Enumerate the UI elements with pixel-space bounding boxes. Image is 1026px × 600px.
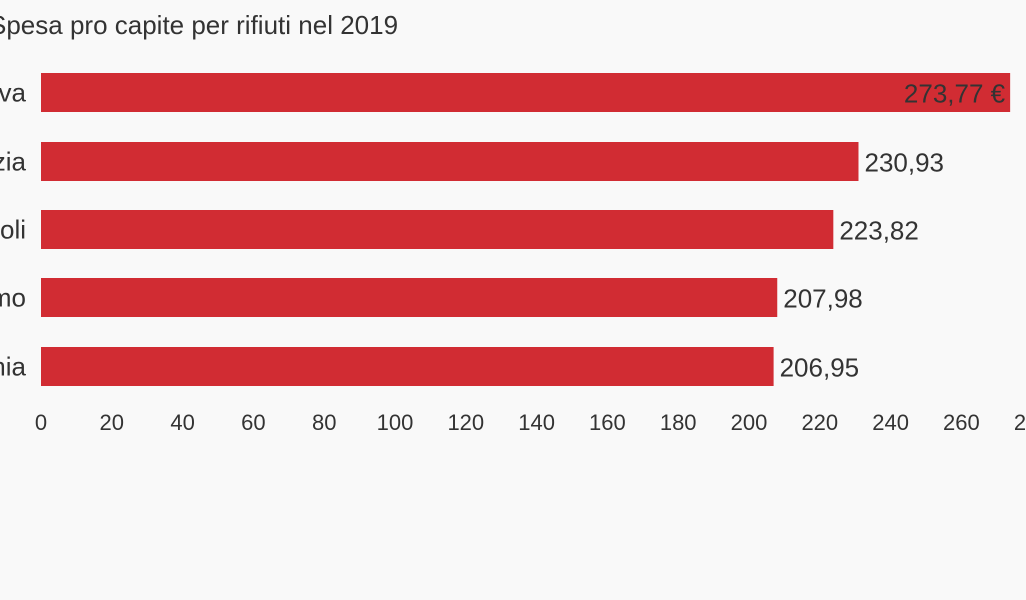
value-labels: 273,77 € 230,93 223,82 207,98 206,95 [780, 79, 1006, 383]
x-tick-label: 280 [1014, 410, 1026, 435]
category-label: Venezia [0, 147, 27, 177]
bar-palermo [41, 278, 778, 317]
category-label: Catania [0, 352, 27, 382]
x-tick-label: 260 [943, 410, 980, 435]
x-axis: 0 20 40 60 80 100 120 140 160 180 200 220 240 260 280 [35, 410, 1026, 435]
x-tick-label: 180 [660, 410, 697, 435]
chart-title: Spesa pro capite per rifiuti nel 2019 [0, 10, 399, 40]
bars-layer [41, 73, 1011, 386]
x-tick-label: 40 [170, 410, 194, 435]
x-tick-label: 120 [447, 410, 484, 435]
x-tick-label: 220 [801, 410, 838, 435]
x-tick-label: 240 [872, 410, 909, 435]
bar-genova [41, 73, 1011, 112]
x-tick-label: 160 [589, 410, 626, 435]
x-tick-label: 60 [241, 410, 265, 435]
value-label: 223,82 [839, 216, 919, 246]
x-tick-label: 140 [518, 410, 555, 435]
x-tick-label: 0 [35, 410, 47, 435]
value-label: 230,93 [864, 148, 944, 178]
x-tick-label: 20 [100, 410, 124, 435]
x-tick-label: 100 [377, 410, 414, 435]
bar-catania [41, 347, 774, 386]
value-label: 207,98 [783, 284, 863, 314]
value-label: 206,95 [780, 353, 860, 383]
category-label: Napoli [0, 215, 26, 245]
x-tick-label: 80 [312, 410, 336, 435]
value-label: 273,77 € [904, 79, 1006, 109]
category-label: Genova [0, 78, 27, 108]
category-labels: Genova Venezia Napoli Palermo Catania [0, 78, 27, 382]
x-tick-label: 200 [731, 410, 768, 435]
bar-napoli [41, 210, 834, 249]
category-label: Palermo [0, 283, 26, 313]
bar-venezia [41, 142, 859, 181]
